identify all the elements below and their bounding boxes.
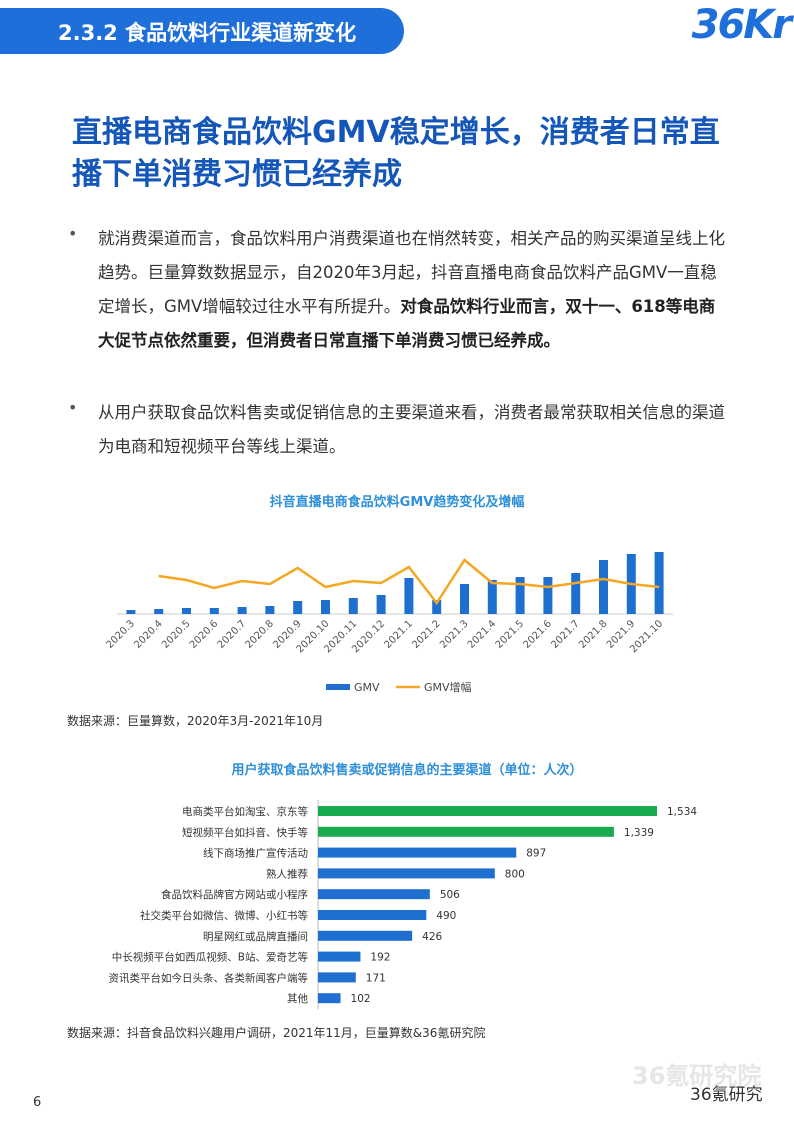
x-tick-label: 2021.6 <box>521 618 554 651</box>
bar <box>318 993 341 1004</box>
bullet-dot: • <box>68 398 78 417</box>
x-tick-label: 2021.5 <box>494 618 527 651</box>
gmv-chart: 抖音直播电商食品饮料GMV趋势变化及增幅2020.32020.42020.520… <box>104 494 673 694</box>
category-label: 电商类平台如淘宝、京东等 <box>182 805 308 818</box>
x-tick-label: 2021.8 <box>577 618 610 651</box>
value-label: 171 <box>366 972 386 984</box>
bullet-text: 从用户获取食品饮料售卖或促销信息的主要渠道来看，消费者最常获取相关信息的渠道为电… <box>98 403 725 456</box>
bar <box>404 578 414 614</box>
x-tick-label: 2021.2 <box>410 618 443 651</box>
bar <box>376 595 386 614</box>
legend-swatch <box>326 684 350 690</box>
value-label: 800 <box>505 868 525 880</box>
value-label: 426 <box>422 931 442 943</box>
chart-title: 抖音直播电商食品饮料GMV趋势变化及增幅 <box>270 494 525 510</box>
bar <box>209 608 219 614</box>
value-label: 1,534 <box>667 806 697 818</box>
bar <box>318 826 614 837</box>
bar <box>487 580 497 614</box>
bar <box>432 600 442 614</box>
bar <box>318 972 356 983</box>
bar <box>348 598 358 614</box>
bullet: 从用户获取食品饮料售卖或促销信息的主要渠道来看，消费者最常获取相关信息的渠道为电… <box>98 396 728 464</box>
x-tick-label: 2020.4 <box>132 618 165 651</box>
page-title: 直播电商食品饮料GMV稳定增长，消费者日常直播下单消费习惯已经养成 <box>72 115 720 192</box>
bar <box>293 601 303 614</box>
x-tick-label: 2020.8 <box>243 618 276 651</box>
section-title: 2.3.2 食品饮料行业渠道新变化 <box>58 21 357 45</box>
category-label: 其他 <box>287 992 308 1005</box>
value-label: 490 <box>436 910 456 922</box>
bar <box>318 868 495 879</box>
value-label: 102 <box>351 993 371 1005</box>
x-tick-label: 2020.5 <box>160 618 193 651</box>
bar <box>318 847 517 858</box>
chart-title: 用户获取食品饮料售卖或促销信息的主要渠道（单位：人次） <box>230 762 582 778</box>
legend-label: GMV增幅 <box>424 680 472 694</box>
bar <box>654 552 664 614</box>
page-number: 6 <box>33 1095 42 1110</box>
bar <box>460 584 469 614</box>
bar <box>515 577 525 614</box>
category-label: 短视频平台如抖音、快手等 <box>182 826 308 839</box>
category-label: 熟人推荐 <box>266 867 308 880</box>
bar <box>126 610 136 614</box>
bar <box>321 600 330 614</box>
bullet-bold: 对食品饮料行业而言，双十一、618等电商大促节点依然重要，但消费者日常直播下单消… <box>98 297 716 350</box>
value-label: 1,339 <box>624 827 654 839</box>
x-tick-label: 2021.3 <box>438 618 471 651</box>
source: 数据来源：抖音食品饮料兴趣用户调研，2021年11月，巨量算数&36氪研究院 <box>67 1026 486 1040</box>
bar <box>265 606 275 614</box>
bar <box>543 577 553 614</box>
value-label: 897 <box>526 848 546 860</box>
category-label: 资讯类平台如今日头条、各类新闻客户端等 <box>109 971 309 984</box>
source: 数据来源：巨量算数，2020年3月-2021年10月 <box>67 714 324 728</box>
logo: 36Kr <box>691 2 792 48</box>
x-tick-label: 2021.1 <box>382 618 415 651</box>
bar <box>182 608 191 614</box>
category-label: 社交类平台如微信、微博、小红书等 <box>140 909 308 922</box>
bullet: 就消费渠道而言，食品饮料用户消费渠道也在悄然转变，相关产品的购买渠道呈线上化趋势… <box>98 222 728 358</box>
category-label: 线下商场推广宣传活动 <box>203 847 308 860</box>
bar <box>318 910 427 920</box>
header-bar: 2.3.2 食品饮料行业渠道新变化 <box>0 8 404 54</box>
bar <box>318 930 413 941</box>
bar <box>318 951 361 962</box>
channel-chart: 用户获取食品饮料售卖或促销信息的主要渠道（单位：人次） 电商类平台如淘宝、京东等 1… <box>109 762 697 1010</box>
line <box>158 558 660 606</box>
bar <box>318 889 430 900</box>
bar <box>571 573 581 614</box>
bar <box>318 806 658 816</box>
x-tick-label: 2020.7 <box>216 618 249 651</box>
value-label: 192 <box>370 952 390 964</box>
x-tick-label: 2020.3 <box>104 618 137 651</box>
watermark: 36氪研究院 <box>632 1062 762 1090</box>
category-label: 明星网红或品牌直播间 <box>203 930 308 943</box>
x-tick-label: 2021.4 <box>466 618 499 651</box>
x-tick-label: 2020.6 <box>188 618 221 651</box>
bar <box>154 609 164 614</box>
bullet-text: 就消费渠道而言，食品饮料用户消费渠道也在悄然转变，相关产品的购买渠道呈线上化趋势… <box>98 229 725 316</box>
x-tick-label: 2021.7 <box>549 618 582 651</box>
legend-label: GMV <box>354 681 380 694</box>
value-label: 506 <box>440 889 460 901</box>
category-label: 食品饮料品牌官方网站或小程序 <box>161 888 308 901</box>
account-name: 36氪研究 <box>690 1085 763 1105</box>
category-label: 中长视频平台如西瓜视频、B站、爱奇艺等 <box>112 951 309 964</box>
bar <box>237 607 247 614</box>
bar <box>599 560 608 614</box>
bullet-dot: • <box>68 224 78 243</box>
